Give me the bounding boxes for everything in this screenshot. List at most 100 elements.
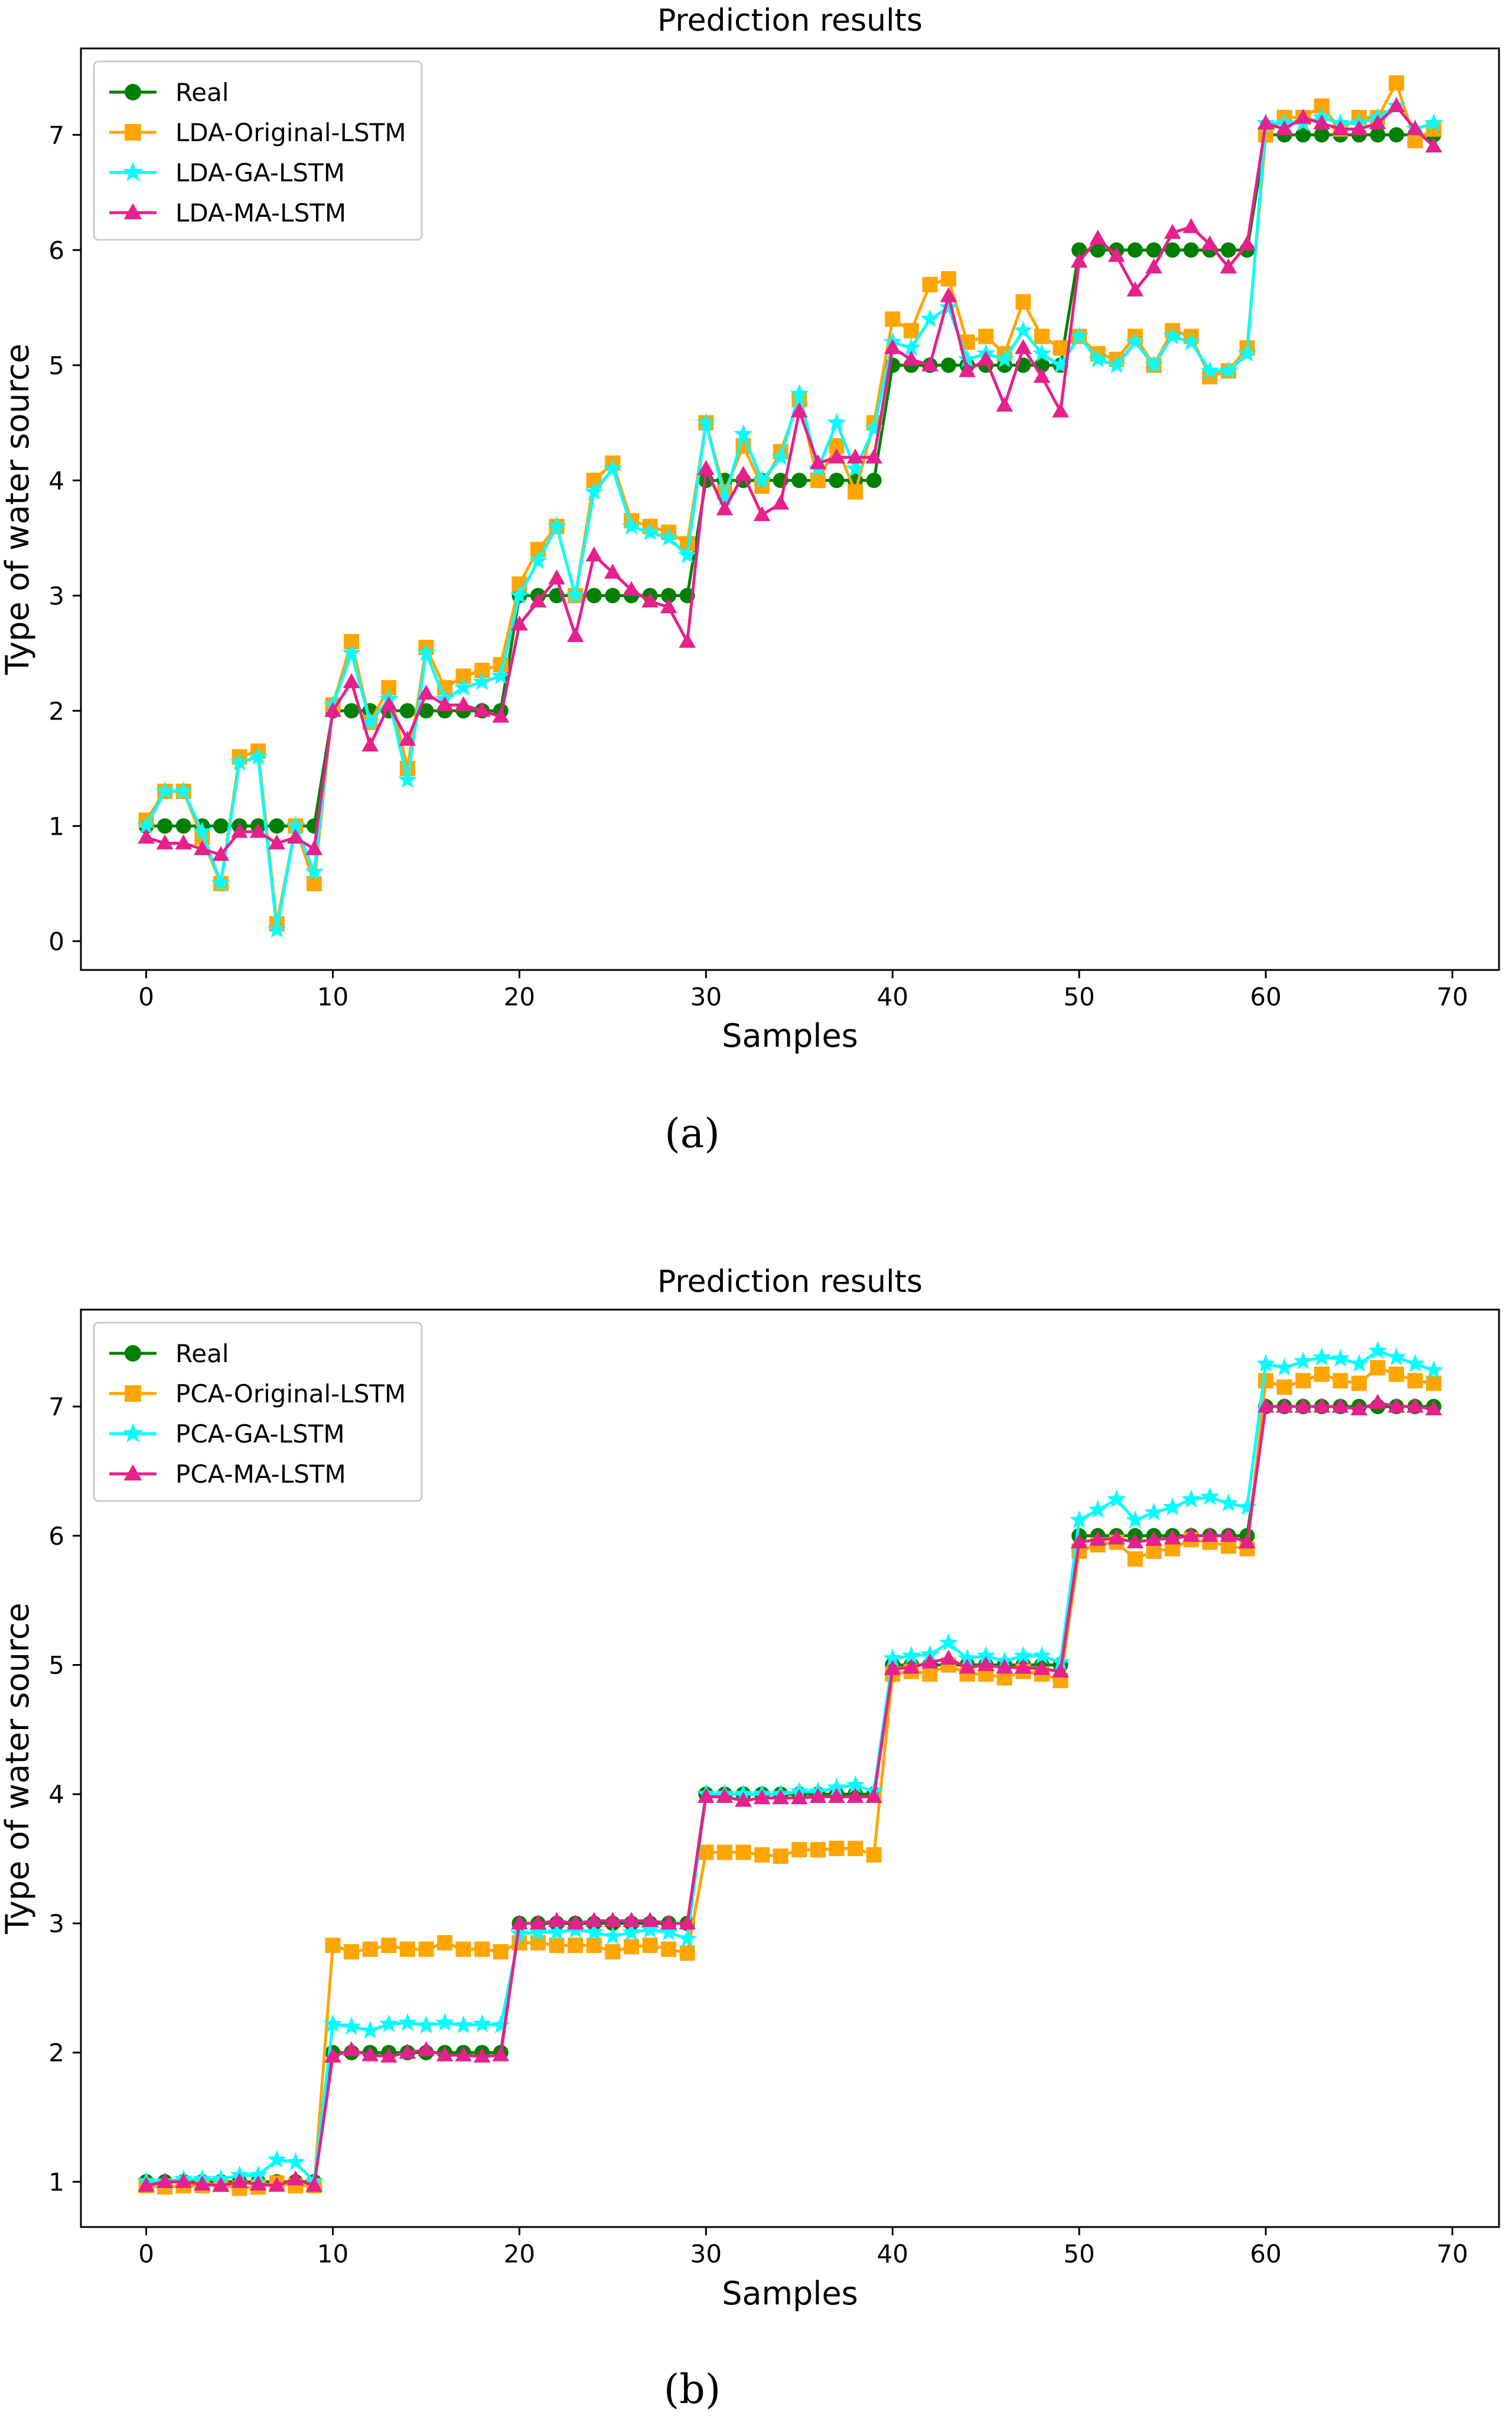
data-point [790, 1789, 808, 1805]
data-point [362, 1941, 378, 1957]
data-point [866, 1847, 882, 1863]
data-point [790, 384, 809, 402]
data-point [715, 487, 734, 506]
data-point [1389, 127, 1405, 143]
data-point [547, 516, 566, 535]
data-point [1015, 294, 1031, 310]
data-point [1258, 1373, 1274, 1389]
data-point [1237, 343, 1257, 362]
data-point [1368, 1341, 1387, 1359]
data-point [1182, 1526, 1200, 1542]
data-point [604, 1912, 621, 1928]
data-point [679, 1915, 696, 1930]
data-point [828, 448, 845, 464]
legend-entry-lda-ma-lstm: LDA-MA-LSTM [109, 198, 346, 227]
data-point [491, 666, 510, 685]
data-point [305, 840, 323, 855]
data-point [642, 1938, 658, 1954]
data-point [584, 481, 604, 500]
data-point [361, 736, 379, 752]
data-point [455, 696, 472, 711]
legend-marker [125, 124, 141, 141]
data-point [1351, 1375, 1367, 1391]
data-point [1144, 355, 1164, 373]
data-point [324, 2047, 341, 2063]
data-point [1107, 355, 1126, 373]
legend-marker [122, 161, 144, 181]
data-point [1314, 127, 1329, 143]
data-point [603, 458, 623, 477]
data-point [416, 2015, 436, 2034]
data-point [1051, 355, 1070, 373]
data-point [528, 1922, 548, 1941]
data-point [194, 2175, 211, 2191]
data-point [1165, 242, 1181, 258]
data-point [566, 627, 584, 642]
data-point [1295, 1373, 1311, 1389]
data-point [1424, 113, 1443, 132]
data-point [1108, 247, 1125, 262]
data-point [1125, 332, 1145, 350]
data-point [1127, 242, 1143, 258]
data-point [677, 545, 697, 564]
data-point [885, 311, 901, 327]
data-point [772, 494, 790, 510]
chart-title: Prediction results [657, 1264, 923, 1300]
legend-entry-pca-ga-lstm: PCA-GA-LSTM [109, 1420, 345, 1448]
x-tick-label: 50 [1063, 982, 1094, 1011]
data-point [473, 2047, 491, 2063]
legend-marker [125, 84, 141, 100]
data-point [1183, 242, 1199, 258]
data-point [1239, 235, 1256, 250]
data-point [267, 919, 286, 938]
data-point [848, 1841, 863, 1857]
series-line [145, 105, 1435, 932]
data-point [735, 1792, 752, 1807]
data-point [791, 1842, 807, 1858]
data-point [716, 500, 734, 516]
x-tick-label: 40 [877, 2239, 908, 2268]
data-point [1332, 1398, 1349, 1413]
data-point [1405, 1354, 1425, 1372]
data-point [1090, 242, 1106, 258]
data-point [1275, 1357, 1294, 1376]
data-point [1071, 242, 1087, 258]
data-point [286, 816, 305, 834]
data-point [138, 828, 155, 844]
data-point [1294, 1398, 1312, 1413]
data-point [621, 516, 641, 535]
data-point [548, 1912, 565, 1928]
y-tick-label: 6 [48, 1522, 64, 1551]
data-point [1163, 1497, 1182, 1516]
data-point [212, 2177, 230, 2192]
data-point [864, 418, 884, 437]
data-point [1220, 1526, 1237, 1542]
data-point [381, 1938, 397, 1954]
data-point [939, 1633, 959, 1651]
data-point [323, 2014, 343, 2033]
chart-title: Prediction results [657, 3, 923, 38]
data-point [304, 862, 324, 880]
data-point [342, 2017, 361, 2035]
x-tick-label: 60 [1250, 982, 1281, 1011]
data-point [902, 350, 920, 366]
data-point [1389, 1366, 1405, 1382]
data-point [397, 2013, 417, 2031]
data-point [903, 323, 919, 338]
data-point [1200, 1487, 1220, 1505]
data-point [1014, 1646, 1033, 1664]
data-point [418, 2041, 435, 2056]
data-point [1314, 1366, 1329, 1382]
series-line [145, 105, 1435, 857]
data-point [1052, 340, 1068, 356]
data-point [827, 1777, 846, 1796]
data-point [213, 818, 229, 834]
chart-b: Prediction results 0 10 20 30 40 50 60 70 1 2 3 4 5 6 7… [0, 1264, 1500, 2312]
data-point [605, 588, 621, 604]
data-point [1407, 1373, 1423, 1389]
data-point [661, 1941, 677, 1957]
data-point [343, 2041, 360, 2056]
data-point [698, 1788, 715, 1803]
data-point [901, 338, 921, 356]
data-point [1369, 1394, 1386, 1409]
